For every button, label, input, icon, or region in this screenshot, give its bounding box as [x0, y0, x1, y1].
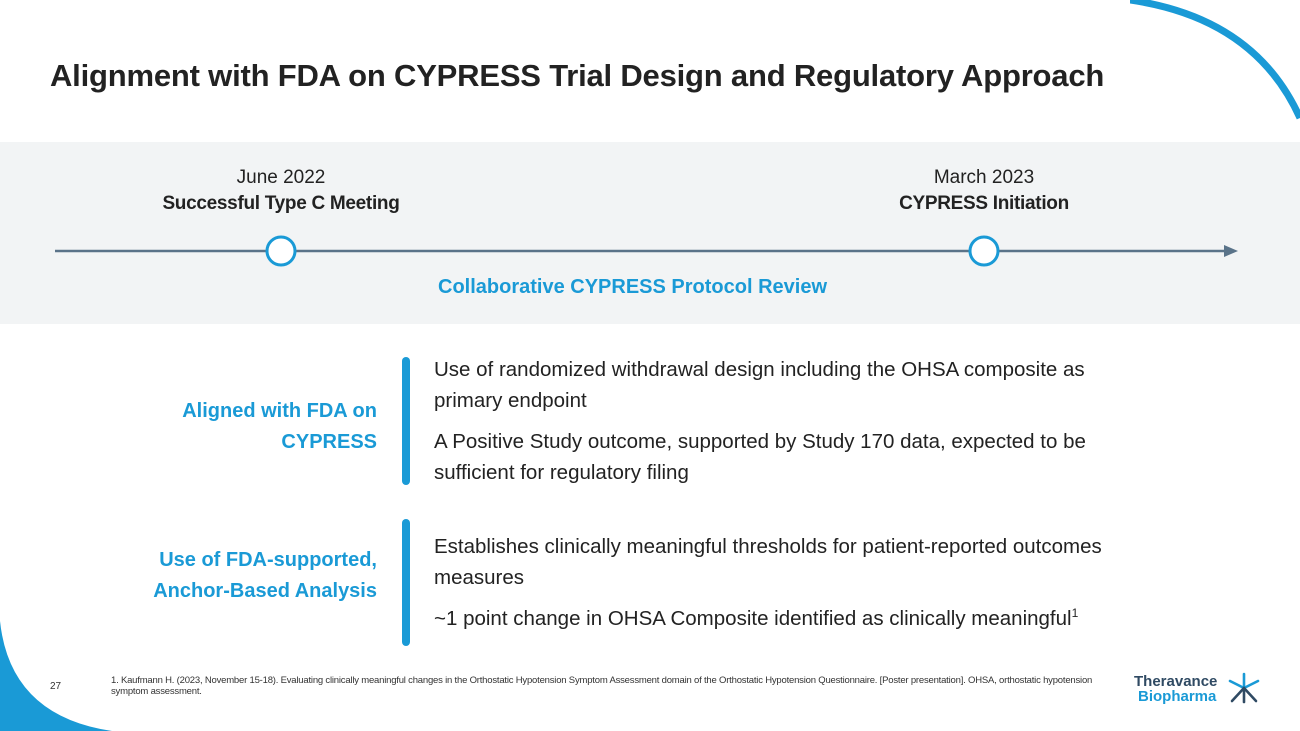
- corner-wave-decoration: [0, 621, 112, 731]
- label-line: Anchor-Based Analysis: [153, 580, 377, 602]
- bullet-text: Use of randomized withdrawal design incl…: [434, 358, 1085, 412]
- timeline-axis: [55, 235, 1238, 267]
- logo-text-line1: Theravance: [1134, 673, 1218, 690]
- section-divider-bar: [402, 357, 410, 485]
- timeline-span-label: Collaborative CYPRESS Protocol Review: [438, 276, 827, 298]
- milestone-event: CYPRESS Initiation: [899, 193, 1069, 214]
- company-logo: Theravance Biopharma: [1134, 672, 1264, 706]
- footnote-reference: 1. Kaufmann H. (2023, November 15-18). E…: [111, 675, 1093, 697]
- timeline-arrow-icon: [1224, 245, 1238, 257]
- milestone-date: March 2023: [933, 167, 1035, 188]
- section-bullets-aligned: Use of randomized withdrawal design incl…: [434, 354, 1124, 498]
- label-line: Aligned with FDA on: [182, 400, 377, 422]
- timeline-band: [0, 142, 1300, 324]
- section-label-anchor-based: Use of FDA-supported, Anchor-Based Analy…: [117, 545, 377, 607]
- footnote-marker: 1: [1071, 606, 1079, 621]
- timeline-node-march-2023: [968, 235, 1000, 267]
- label-line: Use of FDA-supported,: [159, 549, 377, 571]
- milestone-event: Successful Type C Meeting: [162, 193, 400, 214]
- bullet-with-footnote: ~1 point change in OHSA Composite identi…: [434, 603, 1124, 634]
- bullet-text: ~1 point change in OHSA Composite identi…: [434, 607, 1072, 630]
- milestone-date: June 2022: [236, 167, 326, 188]
- bullet-text: A Positive Study outcome, supported by S…: [434, 430, 1086, 484]
- section-divider-bar: [402, 519, 410, 646]
- corner-arc-decoration: [1130, 0, 1300, 120]
- milestone-type-c-meeting: June 2022 Successful Type C Meeting: [121, 165, 441, 217]
- bullet-text: Establishes clinically meaningful thresh…: [434, 535, 1102, 589]
- label-line: CYPRESS: [281, 431, 377, 453]
- slide-title: Alignment with FDA on CYPRESS Trial Desi…: [50, 58, 1105, 93]
- logo-text-line2: Biopharma: [1138, 688, 1217, 705]
- starburst-logo-icon: [1228, 672, 1260, 704]
- page-number: 27: [50, 681, 62, 692]
- section-bullets-anchor: Establishes clinically meaningful thresh…: [434, 531, 1124, 644]
- timeline-node-june-2022: [265, 235, 297, 267]
- section-label-aligned-with-fda: Aligned with FDA on CYPRESS: [117, 396, 377, 458]
- milestone-cypress-initiation: March 2023 CYPRESS Initiation: [824, 165, 1144, 217]
